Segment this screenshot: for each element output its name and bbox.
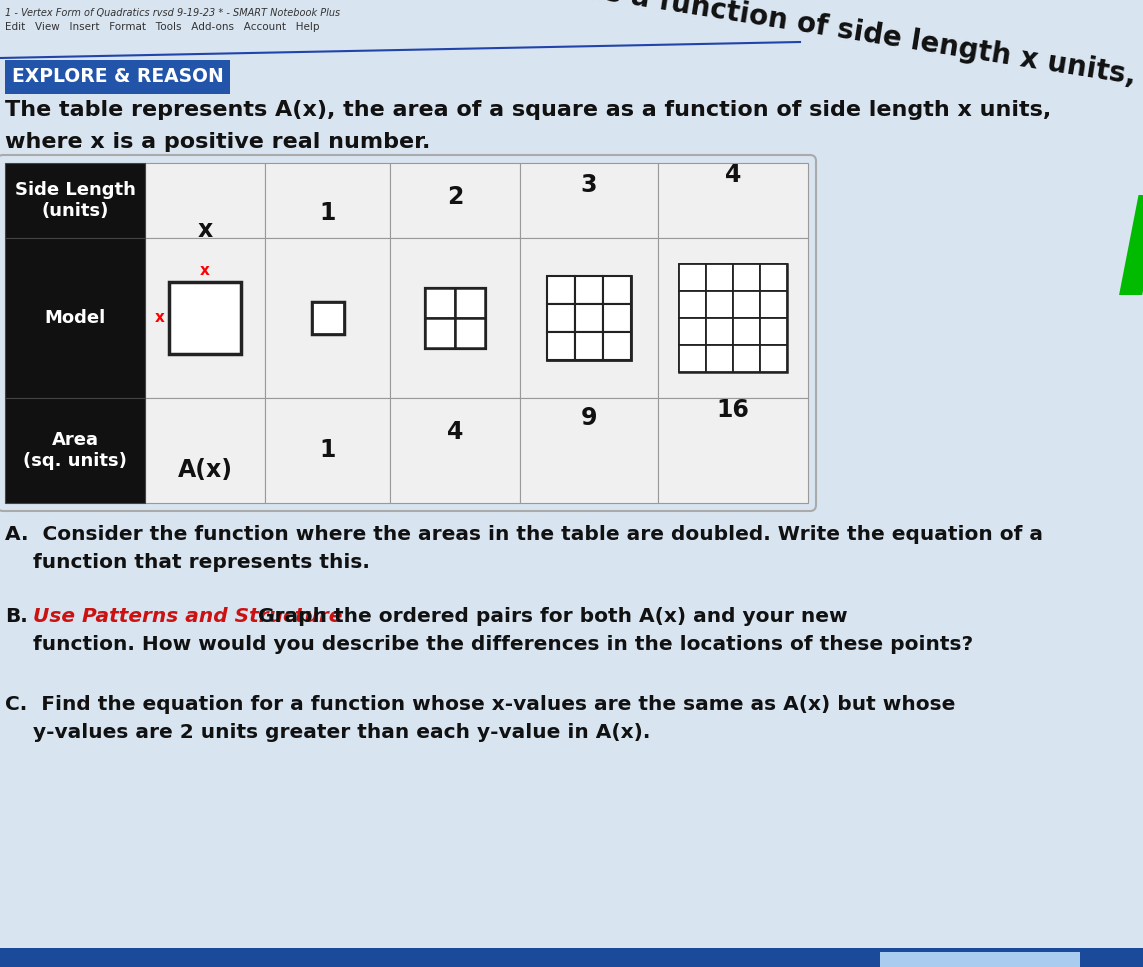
Text: EXPLORE & REASON: EXPLORE & REASON <box>11 68 223 86</box>
Bar <box>733 318 760 345</box>
Bar <box>547 276 631 360</box>
Bar <box>145 163 265 238</box>
Bar <box>5 163 145 238</box>
Text: A(x): A(x) <box>177 458 232 482</box>
Bar <box>760 291 788 318</box>
Bar <box>145 238 265 398</box>
Text: Side Length
(units): Side Length (units) <box>15 181 135 220</box>
Bar <box>706 264 733 291</box>
Bar <box>265 163 390 238</box>
Text: 3: 3 <box>581 173 598 197</box>
Bar <box>733 345 760 372</box>
Bar <box>706 345 733 372</box>
Text: Use Patterns and Structure: Use Patterns and Structure <box>33 607 343 626</box>
Text: Area
(sq. units): Area (sq. units) <box>23 431 127 470</box>
Bar <box>520 163 658 238</box>
Text: where x is a positive real number.: where x is a positive real number. <box>5 132 431 152</box>
Text: function that represents this.: function that represents this. <box>33 553 370 572</box>
Bar <box>455 318 485 348</box>
Text: x: x <box>155 310 165 326</box>
FancyBboxPatch shape <box>5 60 230 94</box>
Bar <box>390 163 520 238</box>
Text: 16: 16 <box>717 398 750 422</box>
Text: the area of a square as a function of side length x units,: the area of a square as a function of si… <box>261 0 1138 90</box>
Bar <box>679 291 706 318</box>
Bar <box>265 238 390 398</box>
Text: y-values are 2 units greater than each y-value in A(x).: y-values are 2 units greater than each y… <box>33 723 650 742</box>
Text: Edit   View   Insert   Format   Tools   Add-ons   Account   Help: Edit View Insert Format Tools Add-ons Ac… <box>5 22 320 32</box>
Bar <box>425 318 455 348</box>
Bar <box>520 238 658 398</box>
Text: 4: 4 <box>447 420 463 444</box>
Bar <box>760 318 788 345</box>
Bar <box>547 332 575 360</box>
Bar <box>0 948 1143 967</box>
Bar <box>312 302 344 334</box>
Bar <box>145 398 265 503</box>
Bar <box>575 332 604 360</box>
Bar <box>312 302 344 334</box>
Bar <box>547 276 575 304</box>
Bar <box>575 304 604 332</box>
Text: C.  Find the equation for a function whose x-values are the same as A(x) but who: C. Find the equation for a function whos… <box>5 695 956 714</box>
Bar <box>604 332 631 360</box>
Bar <box>733 291 760 318</box>
Bar <box>169 282 241 354</box>
Bar <box>604 276 631 304</box>
Text: x: x <box>200 263 210 278</box>
Text: 2: 2 <box>447 185 463 209</box>
Text: function. How would you describe the differences in the locations of these point: function. How would you describe the dif… <box>33 635 973 654</box>
Bar <box>760 264 788 291</box>
Text: h: h <box>1116 195 1143 322</box>
Bar <box>706 291 733 318</box>
Bar <box>520 398 658 503</box>
FancyBboxPatch shape <box>0 155 816 511</box>
Text: 9: 9 <box>581 406 598 430</box>
Text: Graph the ordered pairs for both A(x) and your new: Graph the ordered pairs for both A(x) an… <box>251 607 848 626</box>
Bar <box>679 345 706 372</box>
Bar <box>547 304 575 332</box>
Bar <box>265 398 390 503</box>
Text: Model: Model <box>45 309 105 327</box>
Bar <box>390 238 520 398</box>
Bar <box>5 238 145 398</box>
Bar <box>706 318 733 345</box>
Bar <box>880 952 1080 967</box>
Bar <box>760 345 788 372</box>
Bar <box>604 304 631 332</box>
Text: The table represents A(x), the area of a square as a function of side length x u: The table represents A(x), the area of a… <box>5 100 1052 120</box>
Bar <box>5 398 145 503</box>
Bar <box>679 264 706 291</box>
Bar <box>575 276 604 304</box>
Text: 1 - Vertex Form of Quadratics rvsd 9-19-23 * - SMART Notebook Plus: 1 - Vertex Form of Quadratics rvsd 9-19-… <box>5 8 341 18</box>
Bar <box>733 264 760 291</box>
Bar <box>425 288 455 318</box>
Bar <box>390 398 520 503</box>
Text: 1: 1 <box>319 438 336 462</box>
Bar <box>658 398 808 503</box>
Text: 1: 1 <box>319 201 336 225</box>
Bar <box>425 288 485 348</box>
Text: x: x <box>198 218 213 242</box>
Bar <box>679 318 706 345</box>
Text: 4: 4 <box>725 163 741 187</box>
Text: B.: B. <box>5 607 27 626</box>
Bar <box>679 264 788 372</box>
Bar <box>658 238 808 398</box>
Bar <box>455 288 485 318</box>
Bar <box>658 163 808 238</box>
Text: A.  Consider the function where the areas in the table are doubled. Write the eq: A. Consider the function where the areas… <box>5 525 1044 544</box>
